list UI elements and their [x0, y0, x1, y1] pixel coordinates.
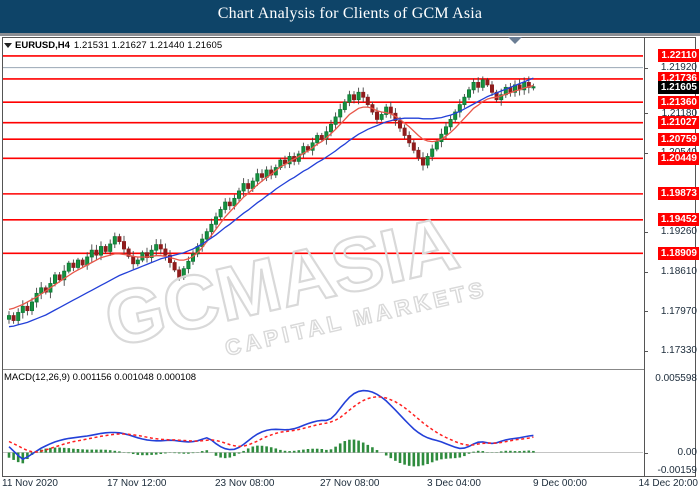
price-tick-label: 1.21180	[661, 107, 697, 119]
time-axis-label: 27 Nov 08:00	[320, 478, 380, 489]
macd-plot[interactable]	[3, 370, 643, 476]
chart-marker-icon	[508, 37, 522, 44]
axis-tick	[645, 452, 648, 454]
chart-frame	[2, 37, 696, 477]
title-divider	[0, 33, 700, 36]
panel-separator	[3, 369, 644, 370]
current-price-label: 1.21605	[657, 80, 699, 94]
level-price-label: 1.19452	[657, 213, 699, 227]
time-axis-label: 17 Nov 12:00	[107, 478, 167, 489]
axis-tick	[645, 152, 648, 154]
price-tick-label: 1.17970	[660, 305, 697, 317]
ohlc-values: 1.21531 1.21627 1.21440 1.21605	[73, 40, 223, 51]
level-price-label: 1.20759	[657, 132, 699, 146]
macd-label: MACD(12,26,9) 0.001156 0.001048 0.000108	[4, 372, 197, 383]
price-tick-label: 1.18610	[660, 266, 697, 278]
level-price-label: 1.21360	[657, 95, 699, 109]
price-axis-line	[644, 38, 645, 476]
title-bar: Chart Analysis for Clients of GCM Asia	[0, 0, 700, 33]
page-title: Chart Analysis for Clients of GCM Asia	[217, 5, 483, 22]
macd-axis-min: -0.00159	[657, 464, 697, 476]
macd-svg	[3, 389, 643, 467]
symbol-label: EURUSD,H4	[15, 40, 70, 51]
level-price-label: 1.21027	[657, 116, 699, 130]
time-axis: 11 Nov 2020 17 Nov 12:00 23 Nov 08:00 27 No…	[0, 478, 700, 500]
axis-tick	[645, 311, 648, 313]
level-price-label: 1.20449	[657, 151, 699, 165]
axis-tick	[645, 67, 648, 69]
level-price-label: 1.22110	[658, 49, 699, 63]
axis-tick	[645, 271, 648, 273]
chevron-down-icon[interactable]	[4, 42, 12, 48]
level-price-label: 1.19873	[657, 187, 699, 201]
macd-axis-zero: 0.00	[677, 447, 697, 459]
price-tick-label: 1.17330	[660, 345, 697, 357]
level-price-label: 1.18909	[657, 246, 699, 260]
price-svg	[3, 55, 643, 328]
time-axis-label: 3 Dec 04:00	[427, 478, 481, 489]
macd-axis-max: 0.005598	[655, 372, 697, 384]
price-plot[interactable]	[3, 38, 643, 368]
time-axis-label: 9 Dec 00:00	[533, 478, 587, 489]
time-axis-label: 23 Nov 08:00	[215, 478, 275, 489]
axis-tick	[645, 350, 648, 352]
axis-tick	[645, 113, 648, 115]
time-axis-label: 14 Dec 20:00	[638, 478, 699, 489]
time-axis-label: 11 Nov 2020	[2, 478, 58, 489]
axis-tick	[645, 231, 648, 233]
price-tick-label: 1.21920	[660, 62, 697, 74]
symbol-quote-row[interactable]: EURUSD,H4 1.21531 1.21627 1.21440 1.21605	[4, 40, 222, 51]
price-tick-label: 1.19260	[660, 226, 697, 238]
